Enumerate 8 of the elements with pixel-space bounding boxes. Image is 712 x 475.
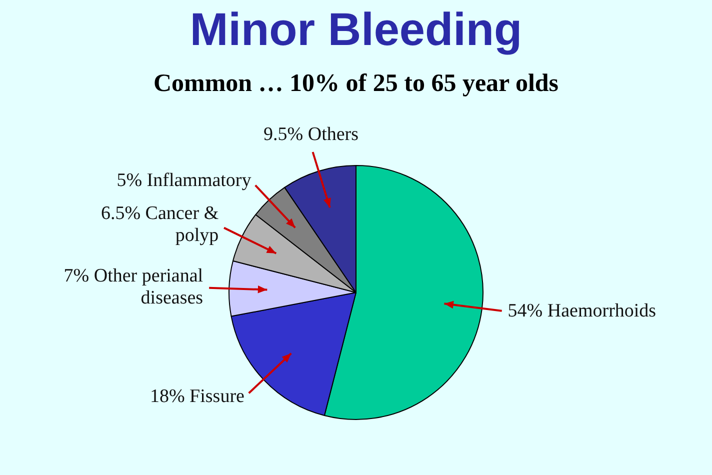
slice-label: 7% Other perianal diseases bbox=[64, 266, 204, 309]
chart-title: Minor Bleeding bbox=[188, 2, 524, 56]
slice-label: 6.5% Cancer & polyp bbox=[100, 203, 219, 246]
slice-label: 18% Fissure bbox=[150, 386, 244, 408]
chart-subtitle: Common … 10% of 25 to 65 year olds bbox=[152, 70, 560, 98]
slice-label: 54% Haemorrhoids bbox=[508, 300, 656, 322]
slice-label: 9.5% Others bbox=[264, 124, 359, 146]
slice-label: 5% Inflammatory bbox=[116, 170, 252, 191]
